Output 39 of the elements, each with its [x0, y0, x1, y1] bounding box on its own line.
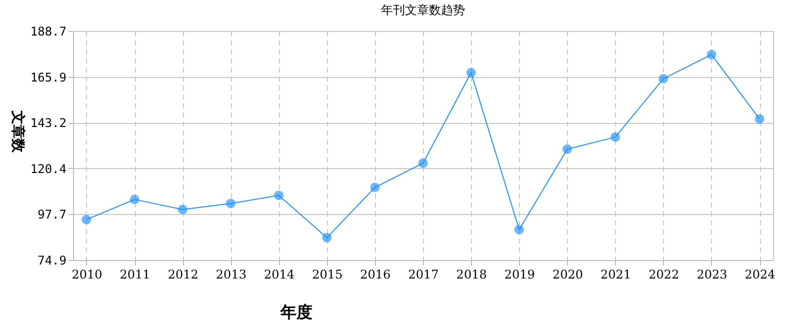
x-tick-label: 2013 — [216, 268, 246, 282]
point — [658, 74, 668, 84]
y-tick-label: 143.2 — [30, 116, 66, 130]
point — [178, 204, 188, 214]
y-tick-label: 120.4 — [30, 162, 66, 176]
point — [274, 190, 284, 200]
x-tick-label: 2014 — [264, 268, 295, 282]
point — [130, 194, 140, 204]
x-tick-label: 2012 — [168, 268, 198, 282]
y-tick-label: 74.9 — [38, 254, 66, 268]
point — [466, 68, 476, 78]
x-tick-label: 2018 — [456, 268, 487, 282]
point — [562, 144, 572, 154]
chart-title: 年刊文章数趋势 — [381, 3, 465, 17]
x-tick-label: 2010 — [72, 268, 102, 282]
point — [706, 50, 716, 60]
point — [370, 182, 380, 192]
x-tick-label: 2011 — [120, 268, 150, 282]
point — [322, 232, 332, 242]
x-tick-label: 2023 — [696, 268, 728, 282]
x-tick-label: 2022 — [648, 268, 680, 282]
x-axis-title: 年度 — [280, 302, 312, 322]
y-tick-label: 165.9 — [30, 70, 66, 84]
point — [82, 214, 92, 224]
point — [514, 224, 524, 234]
point — [610, 132, 620, 142]
x-tick-label: 2020 — [552, 268, 584, 282]
y-tick-label: 188.7 — [30, 24, 66, 38]
point — [754, 114, 764, 124]
y-tick-label: 97.7 — [38, 208, 66, 222]
x-tick-label: 2019 — [504, 268, 535, 282]
x-tick-label: 2016 — [360, 268, 391, 282]
point — [226, 198, 236, 208]
y-axis-title: 文章数 — [10, 110, 26, 154]
x-tick-label: 2024 — [744, 268, 776, 282]
point — [418, 158, 428, 168]
x-tick-label: 2021 — [600, 268, 632, 282]
x-tick-label: 2015 — [312, 268, 343, 282]
x-tick-label: 2017 — [408, 268, 439, 282]
